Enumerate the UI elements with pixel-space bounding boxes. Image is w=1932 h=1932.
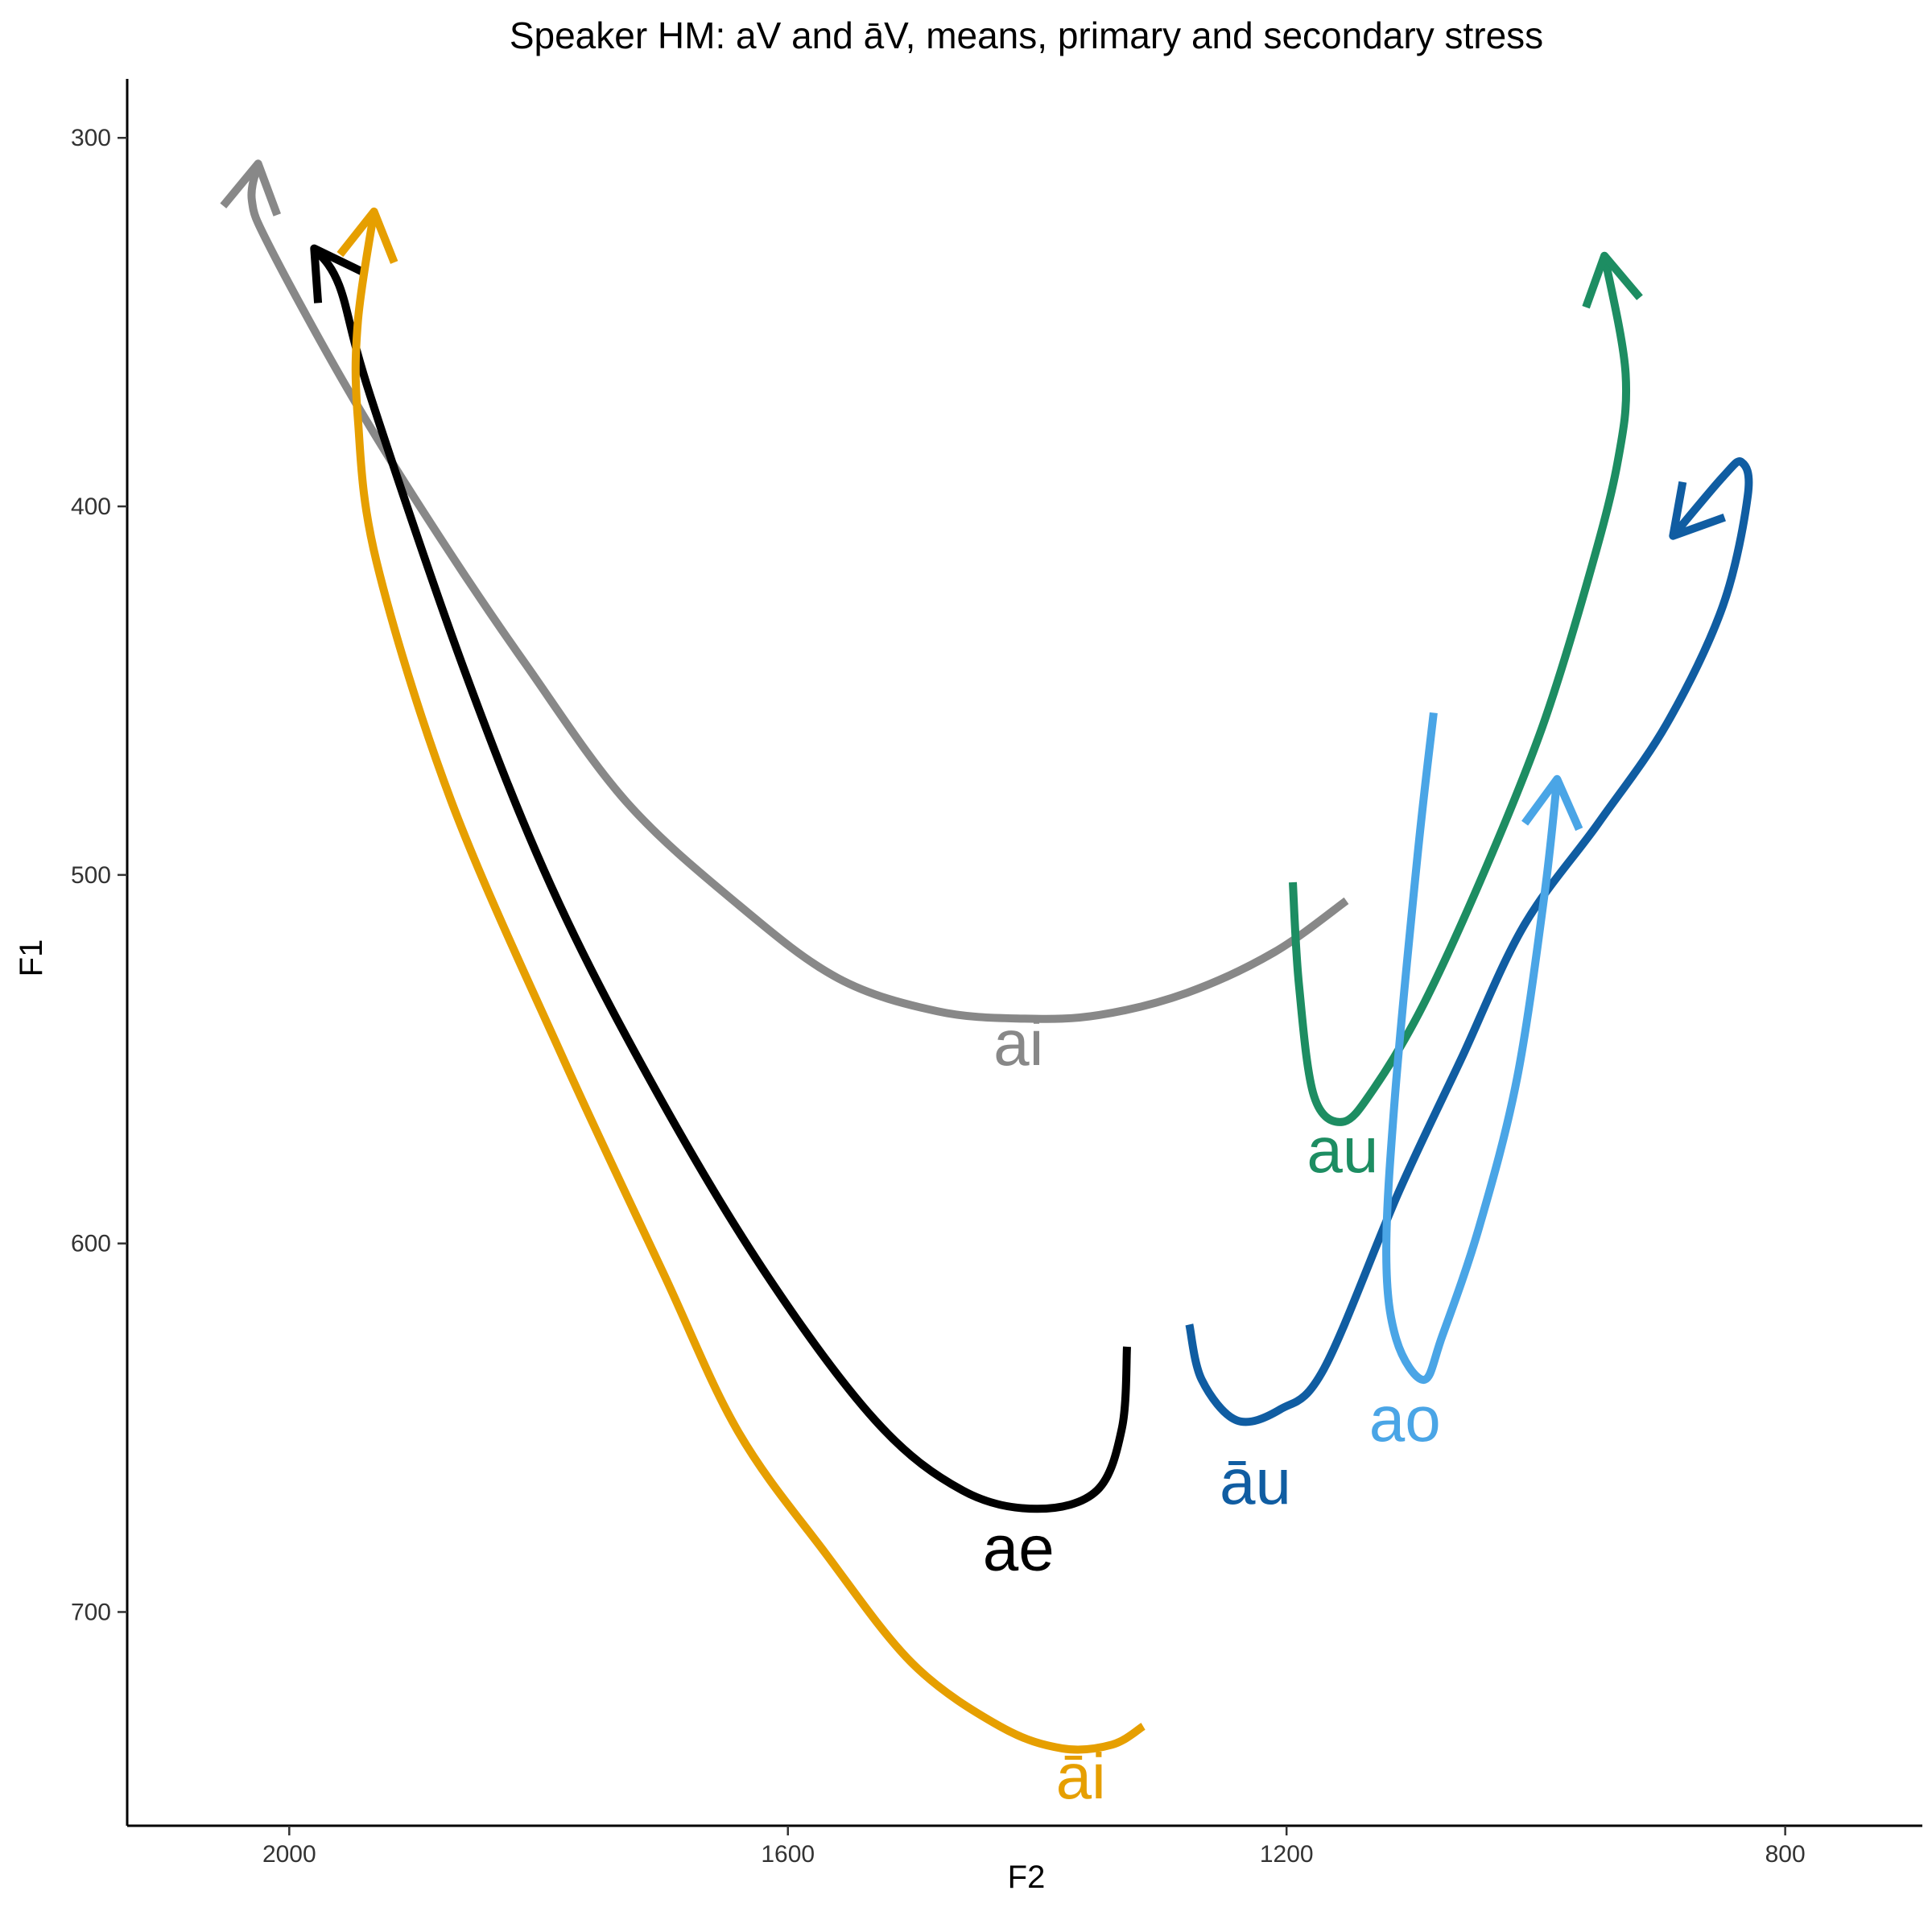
series-1-arrowhead [310,244,365,303]
x-tick-label: 1200 [1260,1841,1314,1868]
series-4-arrowhead [1669,481,1726,540]
x-axis-title: F2 [1008,1860,1046,1895]
series-5-label: ao [1369,1383,1441,1455]
series-2-group: āi [336,207,1146,1812]
chart-title: Speaker HM: aV and āV, means, primary an… [510,14,1543,56]
series-3-group: au [1289,251,1643,1186]
series-3-label: au [1307,1114,1378,1186]
y-axis-title: F1 [14,939,49,977]
series-0-group: ai [220,159,1349,1079]
series-1-group: ae [310,244,1131,1583]
series-2-arrowhead [336,207,398,264]
series-4-line [1185,457,1753,1426]
plot-area: ai ae āi au āu ao [220,159,1753,1812]
series-1-line [311,246,1131,1513]
y-tick-label: 300 [71,125,111,151]
y-axis-ticks: 300 400 500 600 700 [71,125,127,1625]
y-tick-label: 600 [71,1231,111,1257]
series-1-label: ae [983,1512,1055,1583]
series-5-group: ao [1369,712,1583,1455]
series-2-line [351,211,1146,1754]
series-0-arrowhead [220,159,281,217]
series-0-line [247,163,1349,1023]
series-0-label: ai [993,1007,1043,1079]
x-axis-ticks: 2000 1600 1200 800 [262,1826,1806,1868]
y-tick-label: 500 [71,862,111,889]
y-tick-label: 700 [71,1599,111,1625]
series-5-line [1382,712,1562,1385]
series-2-label: āi [1056,1740,1106,1812]
y-tick-label: 400 [71,493,111,520]
series-5-arrowhead [1521,774,1583,832]
series-4-label: āu [1220,1446,1291,1517]
series-4-group: āu [1185,457,1753,1517]
x-tick-label: 800 [1765,1841,1806,1868]
series-3-arrowhead [1582,251,1643,309]
x-tick-label: 2000 [262,1841,316,1868]
series-3-line [1289,254,1631,1126]
x-tick-label: 1600 [761,1841,815,1868]
